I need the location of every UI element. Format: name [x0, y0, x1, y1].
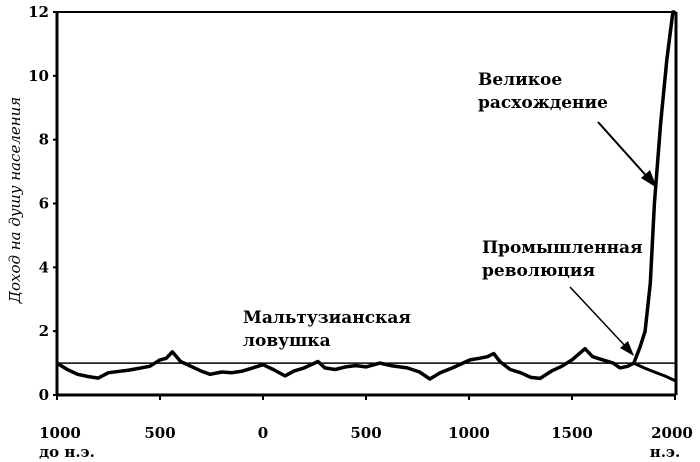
x-tick-label: 1500 — [551, 424, 593, 442]
annotation-line: Великое — [478, 70, 562, 90]
x-tick-label: 2000 — [651, 424, 693, 442]
annotation-line: Мальтузианская — [243, 308, 411, 328]
x-tick-sublabel: н.э. — [650, 443, 681, 461]
income-series-line — [56, 10, 675, 381]
arrowhead — [641, 170, 657, 188]
annotation-great-divergence: Великое расхождение — [478, 70, 657, 188]
x-tick-label: 500 — [144, 424, 175, 442]
y-tick-label: 0 — [39, 386, 49, 404]
y-tick-label: 8 — [39, 131, 49, 149]
arrow — [569, 286, 629, 350]
annotation-line: расхождение — [478, 93, 608, 113]
y-tick-label: 12 — [28, 3, 49, 21]
x-tick-label: 0 — [258, 424, 268, 442]
x-tick-label: 500 — [350, 424, 381, 442]
annotation-line: ловушка — [243, 331, 331, 351]
arrowhead — [620, 341, 634, 356]
y-tick-label: 4 — [39, 258, 49, 276]
x-tick-sublabel: до н.э. — [39, 443, 95, 461]
arrow — [597, 121, 651, 181]
annotation-malthusian-trap: Мальтузианская ловушка — [243, 308, 411, 351]
plot-frame — [55, 11, 678, 397]
y-tick-label: 2 — [39, 322, 49, 340]
y-tick-label: 10 — [28, 67, 49, 85]
y-axis-label: Доход на душу населения — [6, 97, 24, 304]
post-1800-lower-line — [633, 361, 676, 382]
x-tick-label: 1000 — [39, 424, 81, 442]
annotation-line: революция — [482, 261, 595, 281]
y-tick-label: 6 — [39, 195, 49, 213]
x-tick-label: 1000 — [448, 424, 490, 442]
annotation-line: Промышленная — [482, 238, 643, 258]
annotation-industrial-revolution: Промышленная революция — [482, 238, 643, 356]
